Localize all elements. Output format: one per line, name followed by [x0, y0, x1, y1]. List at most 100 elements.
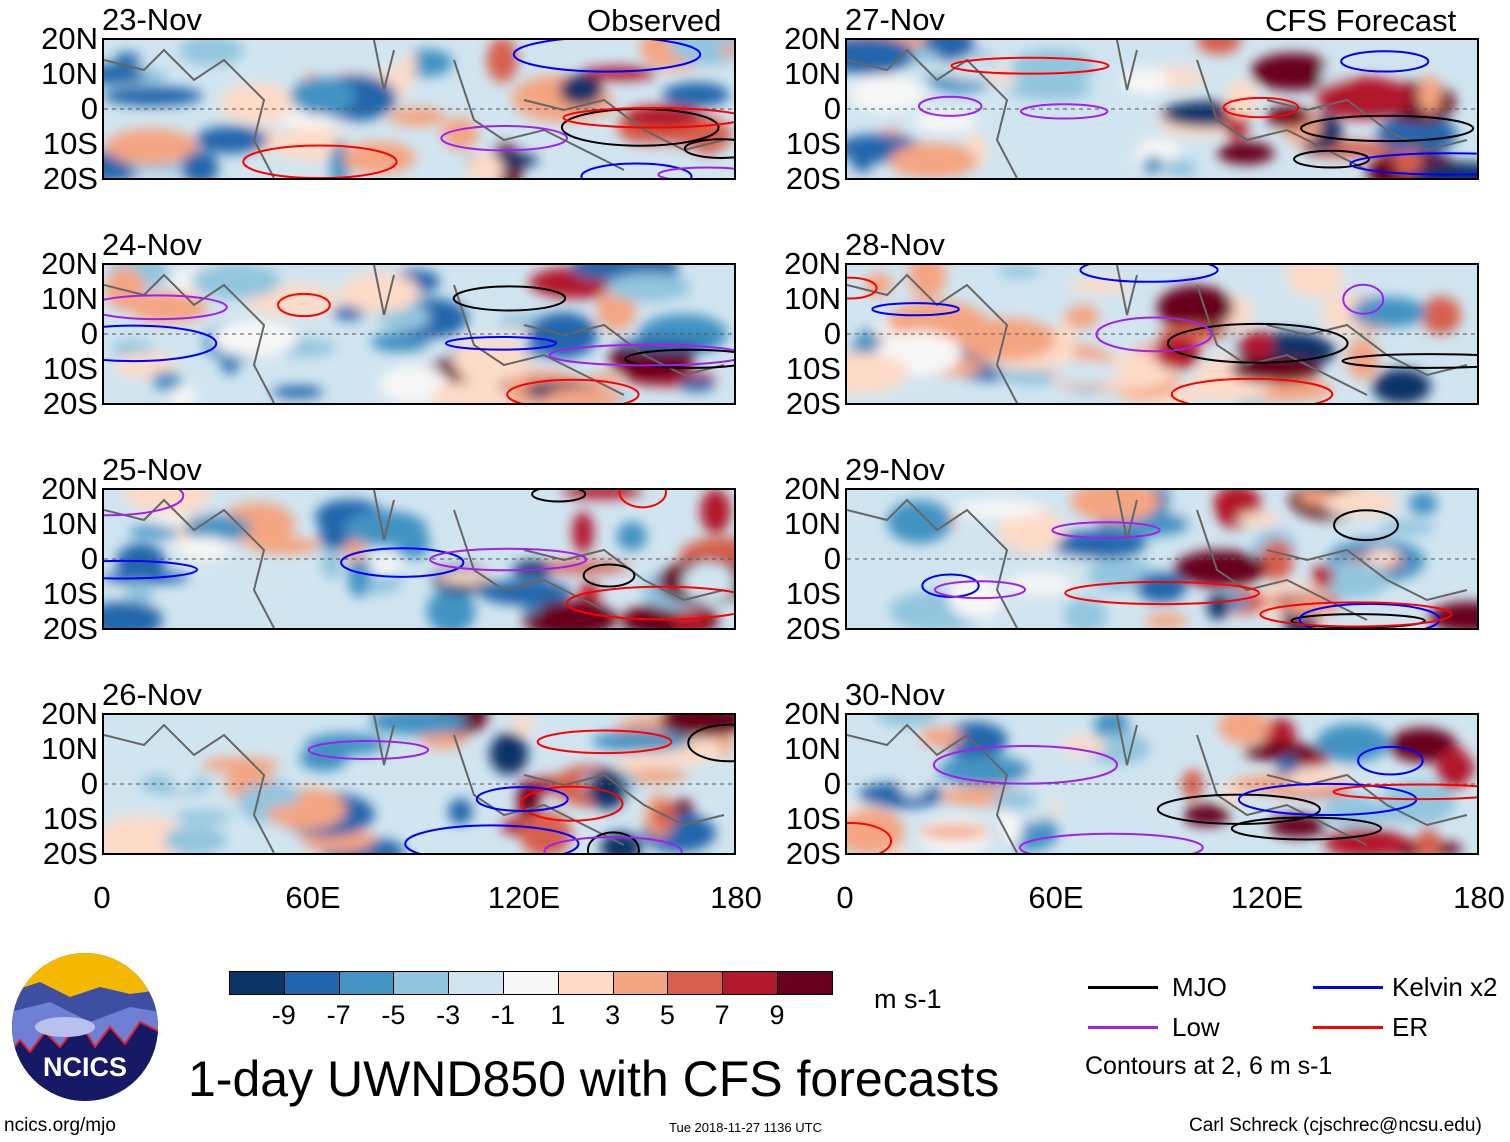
anomaly-blob — [333, 305, 366, 320]
anomaly-blob — [1005, 573, 1073, 595]
anomaly-blob — [448, 798, 473, 825]
wave-contour — [1349, 152, 1477, 176]
wave-contour — [1230, 816, 1383, 841]
wave-contour — [536, 729, 673, 755]
wave-contour — [932, 744, 1119, 785]
anomaly-blob — [522, 600, 617, 628]
anomaly-blob — [1142, 156, 1164, 176]
wave-contour — [657, 166, 734, 178]
colorbar-swatch — [503, 971, 559, 995]
panel-date: 28-Nov — [845, 227, 945, 262]
colorbar-label: 3 — [605, 1000, 621, 1030]
coastline — [847, 40, 1468, 178]
lat-label: 0 — [80, 766, 98, 801]
coastline — [847, 490, 1468, 628]
lat-label: 0 — [823, 766, 841, 801]
anomaly-blob — [438, 570, 491, 585]
anomaly-blob — [613, 729, 673, 743]
lat-label: 10N — [41, 731, 98, 766]
anomaly-blob — [321, 548, 342, 580]
anomaly-blob — [1187, 379, 1277, 392]
anomaly-blob — [913, 111, 979, 133]
anomaly-blob — [1174, 550, 1268, 588]
anomaly-blob — [1237, 511, 1281, 527]
anomaly-blob — [572, 511, 594, 554]
wave-contour — [520, 785, 624, 822]
anomaly-blob — [441, 117, 479, 150]
logo-text: NCICS — [43, 1052, 127, 1082]
anomaly-blob — [544, 387, 622, 403]
anomaly-blob — [342, 141, 416, 175]
anomaly-blob — [104, 267, 145, 311]
anomaly-blob — [955, 499, 1044, 519]
anomaly-blob — [673, 605, 707, 628]
lat-label: 10N — [784, 731, 841, 766]
coastline — [847, 715, 1468, 853]
lat-label: 20N — [784, 21, 841, 56]
anomaly-blob — [195, 126, 269, 154]
anomaly-blob — [1379, 520, 1436, 536]
wave-contour — [1018, 832, 1204, 853]
lat-label: 10S — [785, 351, 841, 386]
coastline — [104, 265, 725, 403]
map-panel — [845, 713, 1479, 855]
map-panel — [845, 488, 1479, 630]
colorbar-label: 5 — [659, 1000, 675, 1030]
lon-label-left-0: 0 — [93, 880, 111, 915]
anomaly-blob — [1240, 330, 1274, 359]
panel-date: 29-Nov — [845, 452, 945, 487]
wave-contour — [548, 343, 734, 367]
map-panel — [845, 38, 1479, 180]
map-panel — [845, 263, 1479, 405]
lat-label: 20N — [41, 21, 98, 56]
colorbar-label: 9 — [769, 1000, 785, 1030]
lat-label: 10S — [42, 801, 98, 836]
wave-contour — [586, 831, 640, 853]
anomaly-blob — [176, 536, 232, 560]
anomaly-blob — [128, 525, 180, 539]
anomaly-blob — [426, 587, 476, 628]
legend-line-er — [1313, 1026, 1383, 1029]
anomaly-blob — [1250, 52, 1335, 91]
footer-url[interactable]: ncics.org/mjo — [4, 1115, 116, 1136]
anomaly-blob — [1217, 141, 1275, 165]
anomaly-blob — [452, 336, 530, 385]
panel-date: 27-Nov — [845, 2, 945, 37]
wave-contour — [950, 56, 1110, 75]
anomaly-blob — [848, 75, 925, 113]
anomaly-blob — [942, 721, 1008, 759]
coastline — [104, 40, 725, 178]
anomaly-blob — [719, 44, 734, 57]
anomaly-blob — [190, 265, 281, 299]
anomaly-blob — [1372, 368, 1431, 403]
anomaly-blob — [1136, 572, 1187, 603]
anomaly-blob — [304, 733, 386, 756]
footer-credit: Carl Schreck (cjschrec@ncsu.edu) — [1189, 1115, 1482, 1136]
lon-label-right-120e: 120E — [1230, 880, 1304, 915]
wave-contour — [683, 138, 734, 159]
anomaly-blob — [113, 52, 141, 65]
wave-contour — [1332, 783, 1477, 801]
wave-contour — [1333, 509, 1399, 542]
lat-label: 10S — [42, 576, 98, 611]
anomaly-blob — [1366, 548, 1399, 567]
lat-label: 20S — [785, 836, 841, 871]
wave-contour — [1340, 50, 1430, 73]
lat-label: 10N — [41, 506, 98, 541]
anomaly-blob — [1421, 296, 1461, 335]
wave-contour — [1293, 149, 1370, 169]
wave-contour — [1342, 283, 1385, 315]
wave-contour — [618, 490, 667, 509]
anomaly-blob — [347, 555, 370, 598]
anomaly-blob — [112, 762, 140, 784]
lat-label: 20N — [784, 471, 841, 506]
legend-label-er: ER — [1392, 1012, 1429, 1042]
anomaly-blob — [997, 265, 1041, 278]
colorbar-swatch — [667, 971, 724, 995]
lat-label: 0 — [80, 316, 98, 351]
anomaly-blob — [1070, 490, 1161, 522]
anomaly-blob — [200, 757, 281, 773]
anomaly-blob — [467, 152, 504, 178]
colorbar-swatch — [777, 971, 833, 995]
wave-contour — [580, 162, 693, 178]
